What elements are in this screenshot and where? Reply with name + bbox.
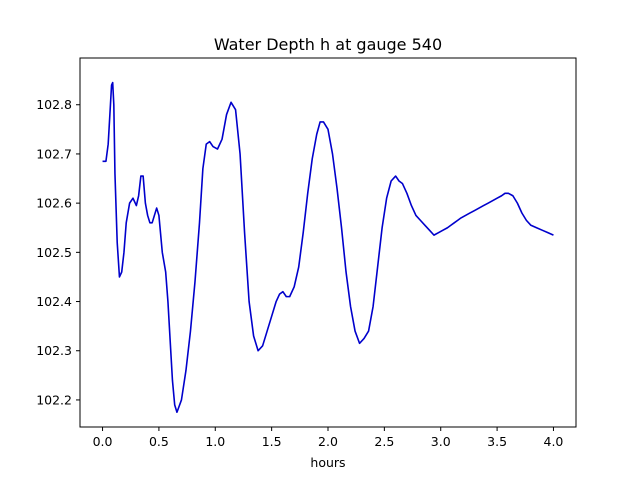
series-line-0 — [102, 81, 554, 414]
x-tick-label: 1.5 — [262, 434, 282, 449]
chart-title: Water Depth h at gauge 540 — [214, 35, 442, 54]
x-tick-label: 3.5 — [487, 434, 507, 449]
axes-frame — [79, 57, 577, 428]
x-axis-ticks: 0.0 0.5 1.0 1.5 2.0 2.5 3.0 3.5 4.0 — [93, 427, 564, 449]
x-tick-label: 0.5 — [149, 434, 169, 449]
x-tick-label: 3.0 — [431, 434, 451, 449]
y-tick-label: 102.5 — [36, 245, 72, 260]
y-tick-label: 102.4 — [36, 294, 72, 309]
x-tick-label: 2.5 — [374, 434, 394, 449]
x-tick-label: 4.0 — [544, 434, 564, 449]
y-axis-ticks: 102.2 102.3 102.4 102.5 102.6 102.7 102.8 — [36, 97, 80, 407]
x-axis-label: hours — [310, 455, 345, 470]
y-tick-label: 102.6 — [36, 196, 72, 211]
x-tick-label: 2.0 — [318, 434, 338, 449]
y-tick-label: 102.8 — [36, 97, 72, 112]
y-tick-label: 102.3 — [36, 343, 72, 358]
x-tick-label: 0.0 — [93, 434, 113, 449]
x-tick-label: 1.0 — [205, 434, 225, 449]
plot-area — [102, 81, 554, 414]
y-tick-label: 102.2 — [36, 392, 72, 407]
y-tick-label: 102.7 — [36, 146, 72, 161]
